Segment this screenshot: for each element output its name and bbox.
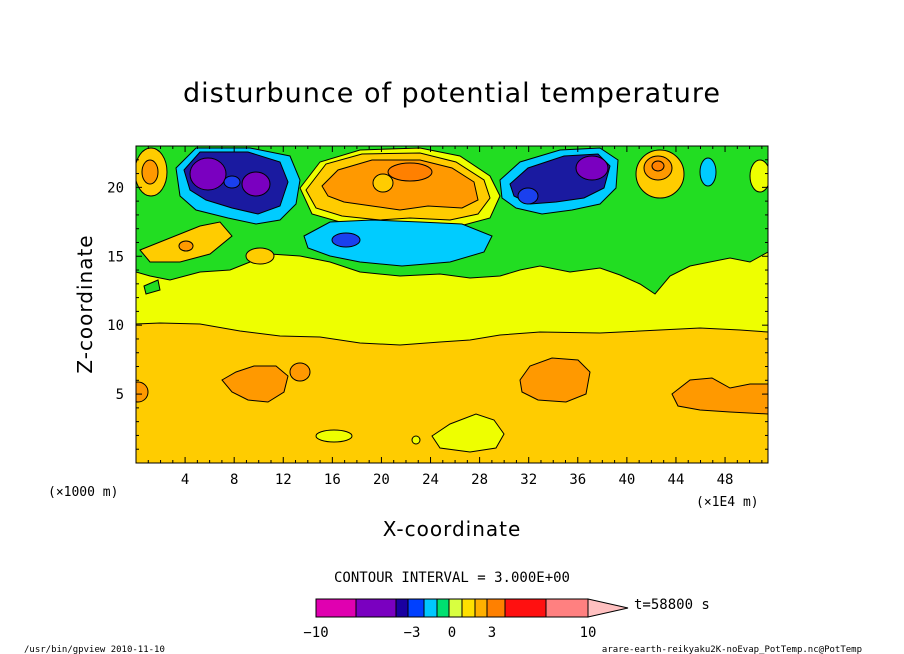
x-tick-label: 36 <box>569 472 586 488</box>
anomaly-bottom-yellow-3 <box>411 435 421 445</box>
colorbar-segment <box>423 598 438 618</box>
anomaly-center-warm-core <box>387 162 433 182</box>
anomaly-bottom-yellow <box>431 413 505 453</box>
plot-area <box>136 146 768 463</box>
y-tick-label: 20 <box>107 180 124 196</box>
colorbar-segment <box>315 598 357 618</box>
plot-frame <box>135 145 769 464</box>
y-axis-label: Z-coordinate <box>73 234 97 373</box>
y-tick-label: 15 <box>107 249 124 265</box>
anomaly-low-left-edge <box>136 381 149 403</box>
x-tick-label: 48 <box>717 472 734 488</box>
x-tick-label: 28 <box>471 472 488 488</box>
anomaly-left-top-core <box>141 159 159 185</box>
colorbar-segment <box>395 598 409 618</box>
anomaly-blue-spot <box>331 232 361 248</box>
colorbar: −10 −3 0 3 10 <box>303 598 629 641</box>
chart-title: disturbunce of potential temperature <box>183 78 721 109</box>
anomaly-right-yellow <box>749 159 768 193</box>
colorbar-segment <box>486 598 506 618</box>
contour-interval: CONTOUR INTERVAL = 3.000E+00 <box>334 570 570 586</box>
anomaly-left-cold-core1 <box>189 157 227 191</box>
anomaly-bottom-yellow-2 <box>315 429 353 443</box>
anomaly-cyan-band <box>303 219 493 267</box>
anomaly-right-cold-core2 <box>517 187 539 205</box>
anomaly-center-warm-core2 <box>372 173 394 193</box>
x-axis: 4 8 12 16 20 24 28 32 36 40 44 48 <box>147 146 763 488</box>
field-small-orange-2 <box>178 240 194 252</box>
field-small-orange <box>245 247 275 265</box>
anomaly-low-center <box>519 357 591 403</box>
x-tick-label: 4 <box>181 472 189 488</box>
anomaly-right-warm-core <box>651 160 665 172</box>
colorbar-tick-label: −10 <box>303 625 328 641</box>
anomaly-left-cold-core2 <box>241 171 271 197</box>
colorbar-segment <box>504 598 547 618</box>
y-tick-label: 10 <box>107 318 124 334</box>
anomaly-low-left-2 <box>289 362 311 382</box>
x-tick-label: 12 <box>275 472 292 488</box>
colorbar-segment <box>461 598 476 618</box>
x-unit-right: (×1E4 m) <box>696 495 759 510</box>
x-tick-label: 8 <box>230 472 238 488</box>
x-unit-left: (×1000 m) <box>48 485 118 500</box>
anomaly-low-right <box>671 377 768 415</box>
x-axis-label: X-coordinate <box>383 517 522 541</box>
y-axis: 5 10 15 20 <box>107 159 768 450</box>
x-tick-label: 20 <box>373 472 390 488</box>
anomaly-left-cold-core3 <box>223 175 241 189</box>
footer-right: arare-earth-reikyaku2K-noEvap_PotTemp.nc… <box>602 645 862 654</box>
colorbar-segment <box>448 598 463 618</box>
anomaly-center-warm-inner <box>321 159 479 211</box>
colorbar-tick-label: 0 <box>448 625 456 641</box>
time-label: t=58800 s <box>634 597 710 613</box>
colorbar-segment <box>545 598 589 618</box>
x-tick-label: 32 <box>520 472 537 488</box>
colorbar-tick-label: 10 <box>580 625 597 641</box>
x-tick-label: 24 <box>422 472 439 488</box>
x-tick-label: 16 <box>324 472 341 488</box>
colorbar-segment <box>474 598 488 618</box>
colorbar-tick-label: −3 <box>404 625 421 641</box>
anomaly-low-left <box>221 365 289 403</box>
colorbar-tick-label: 3 <box>488 625 496 641</box>
colorbar-segment <box>355 598 397 618</box>
footer-left: /usr/bin/gpview 2010-11-10 <box>24 645 165 654</box>
anomaly-right-cold-core1 <box>575 155 609 181</box>
x-tick-label: 40 <box>618 472 635 488</box>
field-left-green <box>143 279 161 295</box>
anomaly-right-cyan <box>699 157 717 187</box>
colorbar-segment <box>407 598 425 618</box>
colorbar-arrow <box>587 598 629 618</box>
x-tick-label: 44 <box>668 472 685 488</box>
y-tick-label: 5 <box>116 387 124 403</box>
colorbar-segment <box>436 598 450 618</box>
